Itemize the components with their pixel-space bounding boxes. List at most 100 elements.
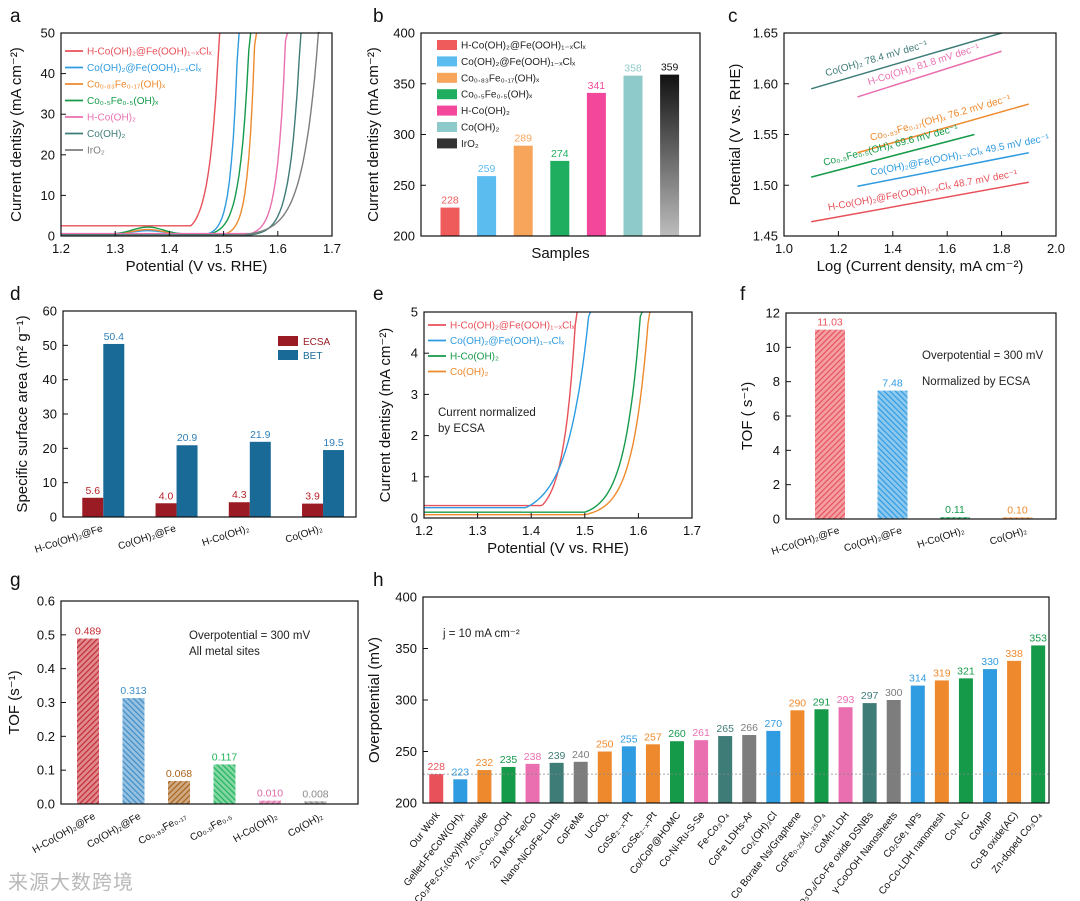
bar-value-label: 321 [957, 665, 975, 677]
x-category-label: Co-N-C [943, 810, 973, 843]
bar [82, 497, 104, 517]
x-tick-label: 1.8 [993, 241, 1011, 256]
y-tick-label: 50 [41, 26, 55, 41]
x-category-label: H-Co(OH)₂@Fe [770, 525, 841, 557]
legend-label: IrO₂ [87, 146, 105, 157]
bar [302, 503, 324, 517]
y-axis-label: Specific surface area (m² g⁻¹) [14, 315, 31, 512]
bar [886, 700, 901, 803]
y-tick-label: 30 [43, 407, 57, 422]
y-tick-label: 300 [393, 127, 415, 142]
bar [122, 698, 145, 804]
legend-label: H-Co(OH)₂@Fe(OOH)₁₋ₓClₓ [87, 47, 213, 58]
x-tick-label: 1.4 [522, 523, 540, 538]
x-tick-label: 1.6 [938, 241, 956, 256]
panel-d: d 5.6 50.4 H-Co(OH)₂@Fe 4.0 20.9 Co(OH)₂@Fe 4.3… [10, 284, 357, 556]
bar [815, 329, 845, 519]
y-tick-label: 12 [766, 306, 780, 321]
bar-value-label: 330 [981, 656, 999, 668]
bar [304, 801, 327, 804]
annotation: Normalized by ECSA [922, 376, 1030, 388]
x-category-label: H-Co(OH)₂@Fe [34, 523, 105, 555]
bar [940, 517, 970, 519]
bar-value-label: 0.008 [302, 788, 328, 800]
x-category-label: Co(OH)₂ [989, 525, 1029, 547]
y-tick-label: 0.2 [37, 729, 55, 744]
bar-value-label: 261 [692, 727, 710, 739]
tafel-line [857, 50, 1002, 98]
y-axis-label: Current dentisy (mA cm⁻²) [377, 328, 394, 503]
bar-value-label: 0.010 [257, 788, 283, 800]
y-tick-label: 0 [773, 512, 780, 527]
y-tick-label: 50 [43, 338, 57, 353]
bar [168, 780, 190, 804]
tafel-line [811, 181, 1029, 223]
x-axis-label: Samples [531, 245, 589, 262]
legend-label: BET [303, 351, 322, 362]
y-tick-label: 0 [48, 229, 55, 244]
legend-label: Co₀.₈₃Fe₀.₁₇(OH)ₓ [87, 80, 166, 91]
bar [453, 779, 468, 803]
bar [259, 800, 281, 804]
bar [549, 762, 564, 803]
y-tick-label: 1.45 [753, 229, 778, 244]
bar-value-label: 359 [661, 62, 679, 74]
y-tick-label: 3 [411, 387, 418, 402]
x-tick-label: 1.7 [683, 523, 701, 538]
y-tick-label: 0 [50, 510, 57, 525]
legend-swatch [437, 138, 457, 149]
y-axis-label: Current dentisy (mA cm⁻²) [365, 47, 382, 222]
bar [597, 751, 612, 803]
y-axis-label: Potential (V vs. RHE) [727, 64, 744, 206]
y-tick-label: 40 [43, 372, 57, 387]
bar [228, 502, 250, 517]
legend-label: Co₀.₅Fe₀.₅(OH)ₓ [461, 90, 533, 101]
y-tick-label: 300 [395, 693, 417, 708]
bar-value-label: 228 [441, 195, 459, 207]
bar-value-label: 293 [837, 694, 855, 706]
y-axis-label: TOF ( s⁻¹) [739, 382, 756, 450]
y-tick-label: 0 [411, 511, 418, 526]
legend-swatch [437, 72, 457, 83]
x-axis-label: Potential (V vs. RHE) [487, 540, 629, 557]
bar [213, 764, 236, 804]
x-category-label: Co₀.₅Fe₀.₅ [188, 811, 234, 844]
watermark-text: 来源大数跨境 [8, 870, 134, 894]
bar-value-label: 290 [789, 697, 807, 709]
y-tick-label: 0.5 [37, 627, 55, 642]
y-tick-label: 1.55 [753, 127, 778, 142]
panel-c: cCo(OH)₂ 78.4 mV dec⁻¹H-Co(OH)₂ 81.8 mV … [727, 6, 1065, 275]
y-axis-label: Current dentisy (mA cm⁻²) [8, 47, 25, 222]
tafel-line [857, 152, 1029, 188]
x-tick-label: 1.4 [884, 241, 902, 256]
x-tick-label: 1.5 [215, 241, 233, 256]
y-tick-label: 200 [393, 229, 415, 244]
panel-letter: a [10, 6, 21, 27]
y-tick-label: 0.6 [37, 594, 55, 609]
y-tick-label: 350 [393, 76, 415, 91]
legend-label: Co₀.₈₃Fe₀.₁₇(OH)ₓ [461, 73, 540, 84]
bar-value-label: 338 [1005, 648, 1023, 660]
y-tick-label: 30 [41, 107, 55, 122]
legend-label: Co(OH)₂ [450, 367, 488, 378]
bar [910, 685, 925, 803]
bar [983, 669, 998, 803]
x-category-label: Co(OH)₂@Fe [843, 525, 904, 554]
x-tick-label: 1.2 [829, 241, 847, 256]
legend-label: H-Co(OH)₂@Fe(OOH)₁₋ₓClₓ [450, 321, 576, 332]
bar-value-label: 270 [765, 718, 783, 730]
legend-swatch [437, 105, 457, 116]
bar-value-label: 223 [452, 766, 470, 778]
bar [790, 710, 805, 803]
panel-letter: g [10, 570, 21, 591]
x-tick-label: 1.6 [629, 523, 647, 538]
legend-label: Co(OH)₂ [87, 129, 125, 140]
legend-swatch [437, 122, 457, 132]
bar-value-label: 291 [813, 696, 831, 708]
bar-value-label: 228 [427, 761, 445, 773]
bar-value-label: 0.117 [212, 751, 238, 763]
x-category-label: Co(OH)₂@Fe [117, 523, 178, 552]
bar-value-label: 11.03 [817, 317, 843, 329]
y-axis-label: Overpotential (mV) [366, 637, 383, 763]
